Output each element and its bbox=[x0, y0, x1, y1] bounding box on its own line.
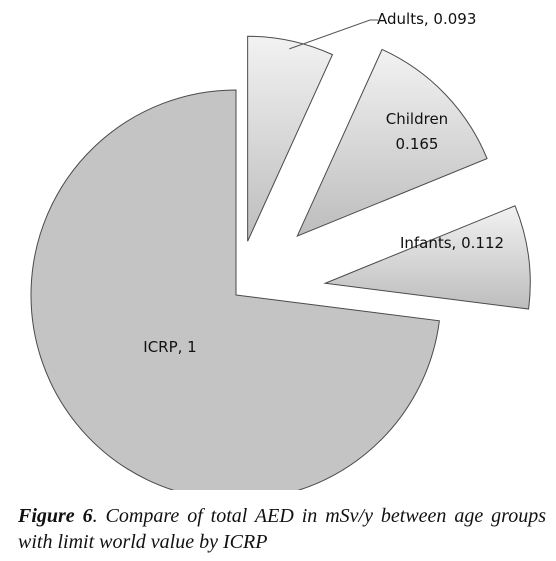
figure-label: Figure 6 bbox=[18, 505, 93, 527]
pie-slices bbox=[30, 35, 531, 490]
pie-chart: ICRP, 1 Adults, 0.093 Children 0.165 Infants… bbox=[30, 10, 531, 490]
slice-infants bbox=[323, 205, 531, 310]
leader-line-adults bbox=[289, 19, 378, 50]
label-children: Children bbox=[386, 110, 448, 128]
slice-icrp bbox=[30, 89, 440, 490]
pie-labels: ICRP, 1 Adults, 0.093 Children 0.165 Infants… bbox=[143, 10, 504, 356]
label-infants: Infants, 0.112 bbox=[400, 234, 504, 252]
slice-children bbox=[296, 48, 488, 238]
figure-caption: Figure 6. Compare of total AED in mSv/y … bbox=[18, 503, 546, 555]
label-children-value: 0.165 bbox=[396, 135, 439, 153]
slice-adults bbox=[247, 35, 334, 242]
label-adults: Adults, 0.093 bbox=[377, 10, 476, 28]
label-icrp: ICRP, 1 bbox=[143, 338, 196, 356]
figure-caption-text: . Compare of total AED in mSv/y between … bbox=[18, 505, 547, 553]
